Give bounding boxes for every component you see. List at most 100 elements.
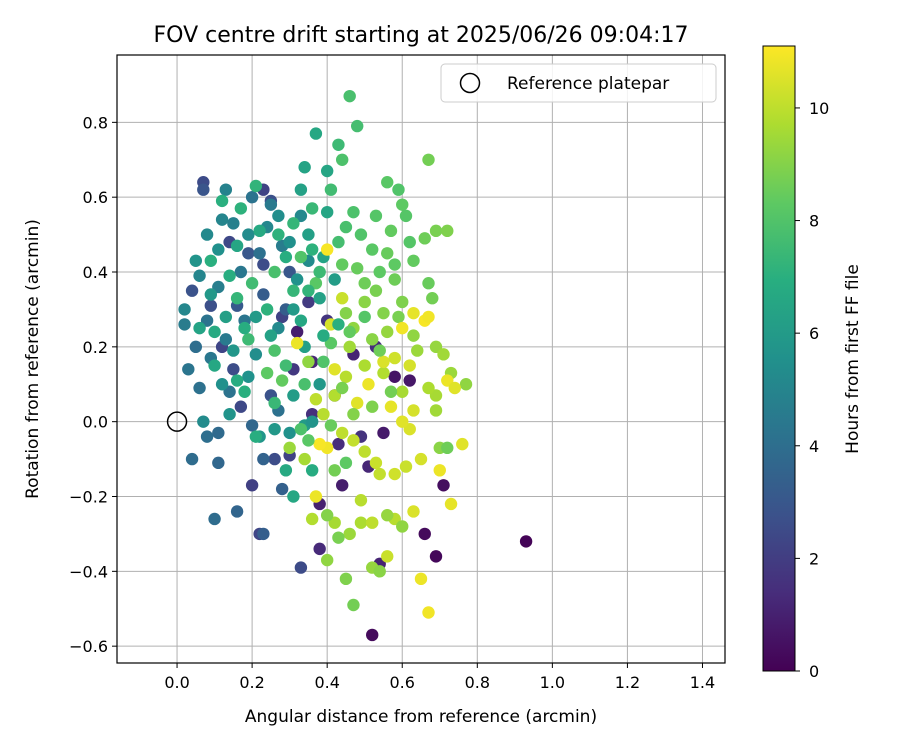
data-point (272, 228, 285, 241)
data-point (328, 273, 341, 286)
x-axis-label: Angular distance from reference (arcmin) (245, 707, 597, 727)
data-point (253, 224, 266, 238)
data-point (335, 292, 349, 305)
data-point (249, 348, 263, 361)
data-point (347, 407, 360, 421)
data-point (324, 336, 338, 350)
data-point (242, 370, 255, 383)
data-point (366, 516, 379, 529)
data-point (268, 265, 281, 279)
data-point (339, 572, 353, 586)
data-point (377, 355, 390, 369)
y-tick-label: 0.8 (83, 113, 108, 132)
colorbar-label: Hours from first FF file (843, 264, 863, 454)
data-point (343, 89, 356, 103)
y-axis-label: Rotation from reference (arcmin) (23, 219, 43, 499)
data-point (403, 374, 416, 387)
data-point (272, 209, 285, 223)
data-point (197, 415, 210, 428)
data-point (366, 400, 379, 413)
data-point (212, 456, 225, 470)
y-tick-label: 0.0 (83, 413, 108, 432)
data-point (302, 355, 315, 369)
data-point (411, 344, 424, 357)
colorbar-tick-label: 2 (809, 549, 819, 568)
colorbar-ticks: 0 2 4 6 8 10 (795, 99, 829, 681)
data-point (429, 389, 443, 402)
data-point (230, 374, 244, 387)
data-point (294, 561, 308, 574)
data-point (320, 243, 334, 256)
data-point (219, 183, 233, 196)
data-point (287, 490, 300, 503)
data-point (253, 247, 266, 260)
data-point (456, 437, 469, 451)
data-point (437, 348, 450, 361)
data-point (399, 209, 413, 223)
data-point (200, 228, 214, 241)
x-axis-ticks: 0.0 0.2 0.4 0.6 0.8 1.0 1.2 1.4 (164, 663, 715, 692)
data-point (208, 325, 221, 339)
data-point (459, 378, 473, 391)
data-point (347, 598, 360, 612)
data-point (245, 419, 259, 432)
data-point (377, 426, 390, 440)
data-point (275, 482, 289, 496)
data-point (189, 340, 203, 354)
data-point (234, 400, 248, 413)
data-point (178, 318, 191, 331)
data-point (279, 250, 293, 264)
data-point (328, 389, 341, 402)
data-point (392, 183, 405, 196)
data-point (335, 426, 349, 440)
data-point (332, 531, 345, 544)
data-point (287, 303, 300, 316)
data-point (212, 280, 225, 294)
data-point (287, 389, 300, 402)
data-point (215, 378, 229, 391)
data-point (245, 479, 259, 492)
data-point (373, 265, 386, 279)
data-point (388, 258, 401, 271)
data-point (309, 127, 323, 140)
data-point (227, 217, 240, 230)
data-point (381, 176, 394, 189)
data-point (519, 535, 533, 548)
data-point (429, 404, 443, 417)
data-point (302, 295, 315, 309)
data-point (339, 220, 353, 234)
data-point (373, 467, 386, 481)
data-point (403, 235, 416, 249)
data-point (268, 452, 281, 466)
data-point (257, 527, 270, 541)
data-point (249, 179, 263, 193)
x-tick-label: 0.0 (164, 673, 189, 692)
data-point (422, 310, 435, 324)
data-point (257, 258, 270, 271)
data-point (223, 269, 236, 282)
data-point (317, 407, 330, 421)
data-point (283, 426, 296, 440)
data-point (279, 464, 293, 477)
data-point (298, 452, 311, 466)
data-point (396, 520, 409, 533)
data-point (242, 228, 255, 241)
data-point (369, 284, 383, 297)
data-point (407, 306, 420, 320)
data-point (358, 277, 371, 290)
y-tick-label: 0.4 (83, 263, 108, 282)
data-point (347, 205, 360, 219)
data-point (219, 333, 233, 346)
data-point (332, 318, 345, 331)
data-point (309, 490, 323, 503)
data-point (223, 407, 236, 421)
data-point (302, 228, 315, 241)
data-point (396, 198, 409, 211)
data-point (358, 310, 371, 324)
data-point (313, 292, 326, 305)
x-tick-label: 1.0 (540, 673, 565, 692)
legend-marker-icon (459, 72, 481, 94)
data-point (403, 422, 416, 436)
data-point (234, 202, 248, 215)
data-point (245, 190, 259, 204)
